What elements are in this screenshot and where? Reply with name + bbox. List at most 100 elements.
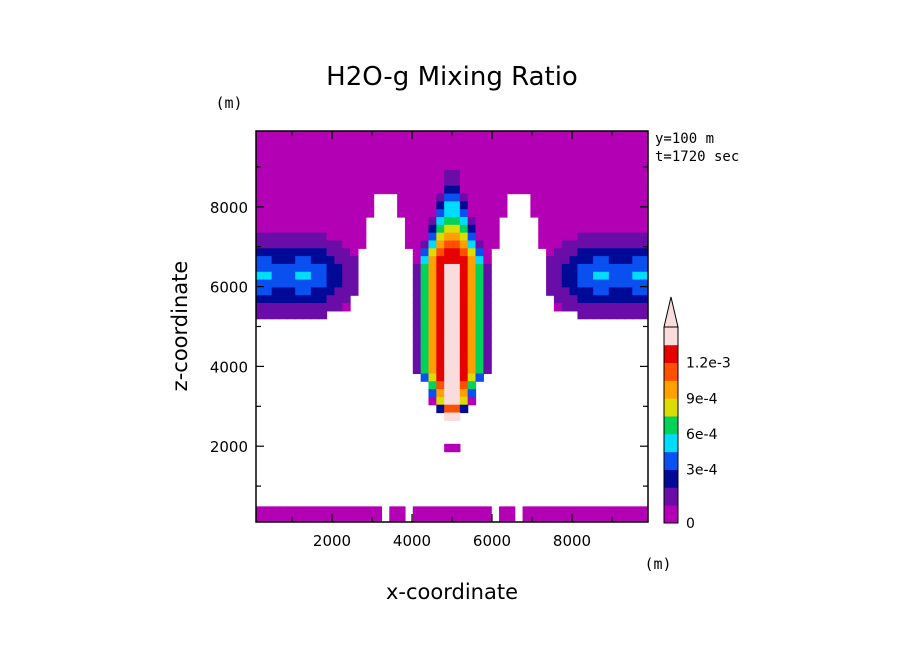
contour-cell bbox=[428, 185, 437, 195]
contour-cell bbox=[483, 318, 492, 328]
contour-cell bbox=[287, 248, 296, 257]
contour-cell bbox=[326, 514, 335, 522]
contour-cell bbox=[569, 154, 579, 163]
contour-cell bbox=[530, 170, 539, 179]
contour-cell bbox=[373, 146, 383, 156]
contour-cell bbox=[303, 514, 312, 522]
contour-cell bbox=[640, 279, 648, 288]
contour-cell bbox=[389, 146, 398, 156]
contour-cell bbox=[444, 389, 453, 398]
contour-cell bbox=[279, 131, 288, 140]
contour-cell bbox=[318, 256, 328, 265]
contour-cell bbox=[553, 131, 563, 140]
contour-cell bbox=[483, 131, 492, 140]
contour-cell bbox=[357, 193, 367, 202]
contour-cell bbox=[271, 287, 281, 296]
contour-cell bbox=[412, 162, 422, 171]
contour-cell bbox=[467, 271, 477, 281]
contour-cell bbox=[459, 310, 469, 320]
contour-cell bbox=[444, 373, 453, 382]
contour-cell bbox=[444, 506, 453, 515]
contour-cell bbox=[303, 279, 312, 288]
contour-cell bbox=[616, 506, 626, 515]
contour-cell bbox=[561, 514, 571, 522]
contour-cell bbox=[475, 201, 484, 210]
contour-cell bbox=[420, 295, 430, 304]
contour-cell bbox=[412, 326, 422, 335]
contour-cell bbox=[475, 334, 484, 343]
contour-cell bbox=[444, 287, 453, 296]
contour-cell bbox=[310, 310, 320, 320]
contour-cell bbox=[616, 162, 626, 171]
contour-cell bbox=[397, 138, 406, 148]
contour-cell bbox=[522, 506, 531, 515]
contour-cell bbox=[436, 334, 445, 343]
contour-cell bbox=[624, 154, 633, 163]
contour-cell bbox=[420, 146, 430, 156]
contour-cell bbox=[530, 138, 539, 148]
contour-cell bbox=[389, 514, 398, 522]
contour-cell bbox=[263, 256, 273, 265]
contour-cell bbox=[632, 170, 641, 179]
contour-cell bbox=[585, 248, 594, 257]
contour-cell bbox=[303, 209, 312, 218]
contour-cell bbox=[561, 170, 571, 179]
contour-cell bbox=[577, 138, 586, 148]
contour-cell bbox=[624, 263, 633, 273]
contour-cell bbox=[491, 232, 500, 242]
contour-cell bbox=[585, 506, 594, 515]
contour-cell bbox=[436, 185, 445, 195]
contour-cell bbox=[467, 256, 477, 265]
contour-cell bbox=[640, 185, 648, 195]
contour-cell bbox=[577, 131, 586, 140]
contour-cell bbox=[357, 232, 367, 242]
contour-cell bbox=[553, 506, 563, 515]
contour-cell bbox=[553, 232, 563, 242]
contour-cell bbox=[420, 201, 430, 210]
contour-cell bbox=[365, 146, 375, 156]
contour-cell bbox=[326, 131, 335, 140]
contour-cell bbox=[310, 287, 320, 296]
contour-cell bbox=[303, 271, 312, 281]
contour-cell bbox=[593, 506, 602, 515]
contour-cell bbox=[577, 170, 586, 179]
contour-cell bbox=[491, 240, 500, 249]
contour-cell bbox=[334, 232, 343, 242]
contour-cell bbox=[412, 170, 422, 179]
contour-cell bbox=[310, 131, 320, 140]
contour-cell bbox=[616, 279, 626, 288]
contour-cell bbox=[593, 224, 602, 234]
contour-cell bbox=[632, 201, 641, 210]
contour-cell bbox=[624, 185, 633, 195]
x-axis-label: x-coordinate bbox=[386, 580, 518, 604]
contour-cell bbox=[271, 271, 281, 281]
contour-cell bbox=[334, 506, 343, 515]
contour-cell bbox=[475, 224, 484, 234]
contour-cell bbox=[279, 506, 288, 515]
contour-cell bbox=[608, 131, 618, 140]
contour-cell bbox=[444, 209, 453, 218]
contour-cell bbox=[624, 209, 633, 218]
contour-cell bbox=[593, 303, 602, 312]
contour-cell bbox=[279, 185, 288, 195]
contour-cell bbox=[593, 232, 602, 242]
contour-cell bbox=[569, 146, 579, 156]
contour-cell bbox=[585, 514, 594, 522]
contour-cell bbox=[334, 138, 343, 148]
contour-cell bbox=[452, 201, 461, 210]
contour-cell bbox=[287, 146, 296, 156]
contour-cell bbox=[608, 514, 618, 522]
contour-cell bbox=[412, 201, 422, 210]
contour-cell bbox=[412, 193, 422, 202]
contour-cell bbox=[553, 256, 563, 265]
contour-cell bbox=[616, 138, 626, 148]
contour-cell bbox=[287, 271, 296, 281]
contour-cell bbox=[310, 138, 320, 148]
contour-cell bbox=[546, 146, 555, 156]
contour-cell bbox=[381, 131, 390, 140]
contour-cell bbox=[397, 201, 406, 210]
contour-cell bbox=[389, 506, 398, 515]
contour-cell bbox=[499, 201, 508, 210]
contour-cell bbox=[295, 295, 304, 304]
contour-cell bbox=[287, 295, 296, 304]
